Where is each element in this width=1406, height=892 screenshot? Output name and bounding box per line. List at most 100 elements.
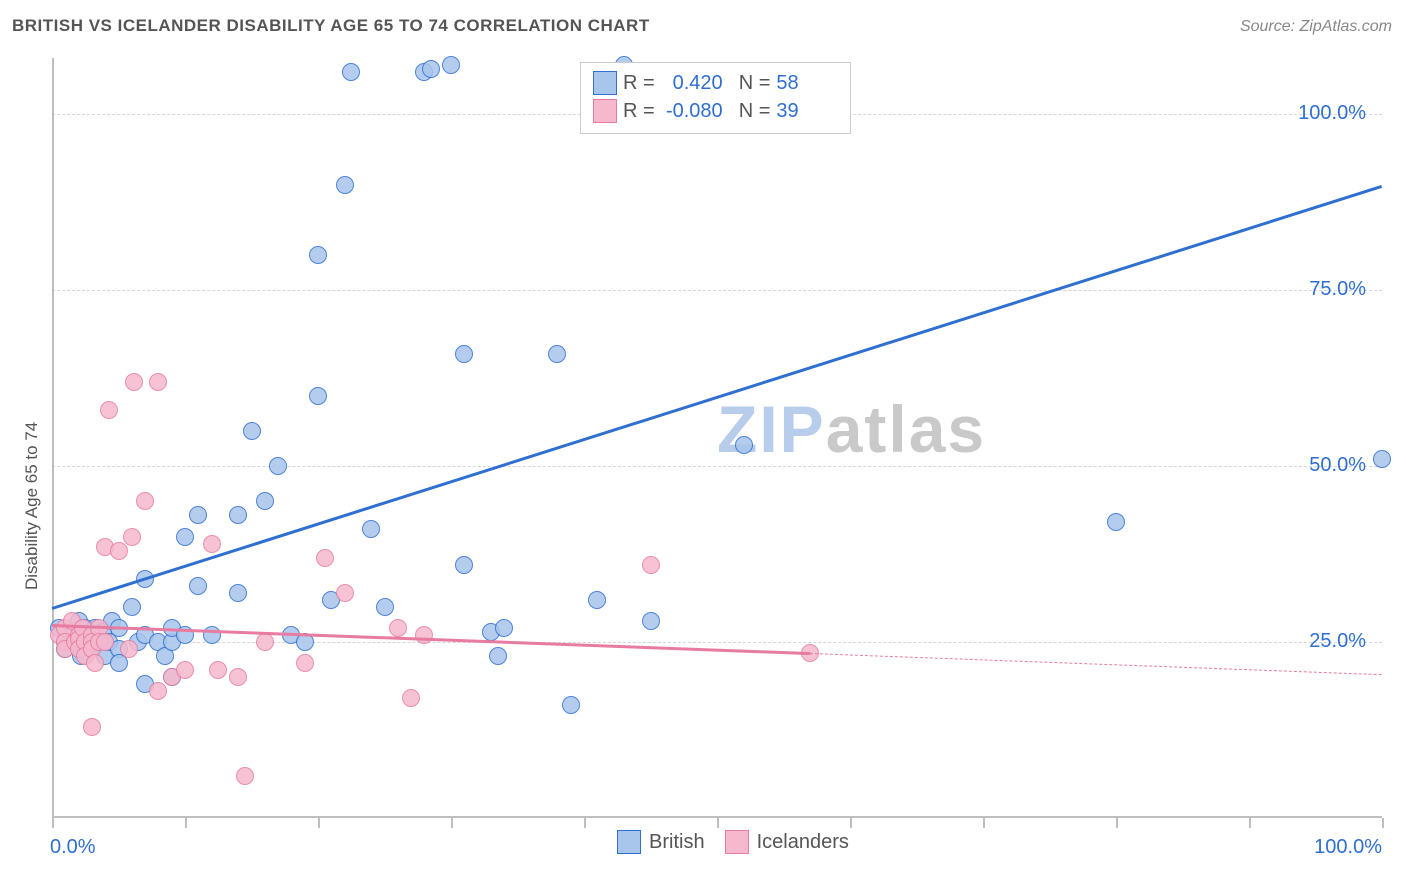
x-tick	[451, 818, 453, 828]
scatter-point	[562, 696, 580, 714]
scatter-point	[123, 598, 141, 616]
scatter-point	[336, 584, 354, 602]
scatter-plot: 25.0%50.0%75.0%100.0%0.0%100.0%ZIPatlasR…	[52, 58, 1382, 818]
series-legend-item: British	[617, 830, 705, 854]
scatter-point	[422, 60, 440, 78]
scatter-point	[1373, 450, 1391, 468]
title-bar: BRITISH VS ICELANDER DISABILITY AGE 65 T…	[12, 16, 1392, 36]
scatter-point	[642, 612, 660, 630]
scatter-point	[149, 682, 167, 700]
y-tick-label: 50.0%	[1309, 454, 1366, 477]
scatter-point	[342, 63, 360, 81]
trend-line	[810, 653, 1382, 675]
x-tick	[52, 818, 54, 828]
correlation-legend-row: R =0.420 N =58	[593, 69, 838, 97]
gridline	[52, 290, 1382, 291]
scatter-point	[362, 520, 380, 538]
trend-line	[52, 185, 1383, 610]
scatter-point	[136, 492, 154, 510]
scatter-point	[229, 506, 247, 524]
scatter-point	[236, 767, 254, 785]
scatter-point	[642, 556, 660, 574]
scatter-point	[1107, 513, 1125, 531]
x-tick	[185, 818, 187, 828]
scatter-point	[86, 654, 104, 672]
scatter-point	[149, 373, 167, 391]
correlation-legend: R =0.420 N =58 R =-0.080 N =39	[580, 62, 851, 134]
x-tick	[717, 818, 719, 828]
x-tick	[1249, 818, 1251, 828]
scatter-point	[336, 176, 354, 194]
scatter-point	[455, 556, 473, 574]
scatter-point	[189, 506, 207, 524]
scatter-point	[256, 492, 274, 510]
legend-swatch	[593, 71, 617, 95]
y-tick-label: 100.0%	[1298, 102, 1366, 125]
n-value: 58	[776, 69, 838, 97]
scatter-point	[189, 577, 207, 595]
n-value: 39	[776, 97, 838, 125]
scatter-point	[256, 633, 274, 651]
scatter-point	[229, 584, 247, 602]
scatter-point	[309, 387, 327, 405]
legend-swatch	[593, 99, 617, 123]
chart-title: BRITISH VS ICELANDER DISABILITY AGE 65 T…	[12, 16, 650, 36]
series-legend-label: British	[649, 831, 705, 854]
scatter-point	[495, 619, 513, 637]
scatter-point	[415, 626, 433, 644]
y-axis-label: Disability Age 65 to 74	[22, 422, 42, 590]
r-label: R =	[623, 97, 655, 125]
gridline	[52, 642, 1382, 643]
x-min-label: 0.0%	[50, 836, 96, 859]
series-legend-item: Icelanders	[725, 830, 849, 854]
scatter-point	[203, 535, 221, 553]
scatter-point	[120, 640, 138, 658]
scatter-point	[83, 718, 101, 736]
scatter-point	[442, 56, 460, 74]
source-attribution: Source: ZipAtlas.com	[1240, 18, 1392, 36]
watermark: ZIPatlas	[717, 391, 986, 467]
series-legend: British Icelanders	[617, 830, 849, 854]
gridline	[52, 466, 1382, 467]
scatter-point	[309, 246, 327, 264]
scatter-point	[455, 345, 473, 363]
x-tick	[584, 818, 586, 828]
y-tick-label: 25.0%	[1309, 630, 1366, 653]
legend-swatch	[725, 830, 749, 854]
scatter-point	[176, 661, 194, 679]
y-axis	[52, 58, 54, 818]
scatter-point	[123, 528, 141, 546]
x-tick	[318, 818, 320, 828]
scatter-point	[100, 401, 118, 419]
scatter-point	[389, 619, 407, 637]
x-tick	[850, 818, 852, 828]
x-max-label: 100.0%	[1314, 836, 1382, 859]
scatter-point	[176, 528, 194, 546]
scatter-point	[489, 647, 507, 665]
r-label: R =	[623, 69, 655, 97]
scatter-point	[548, 345, 566, 363]
scatter-point	[125, 373, 143, 391]
scatter-point	[209, 661, 227, 679]
scatter-point	[110, 542, 128, 560]
x-tick	[1116, 818, 1118, 828]
y-tick-label: 75.0%	[1309, 278, 1366, 301]
legend-swatch	[617, 830, 641, 854]
scatter-point	[588, 591, 606, 609]
scatter-point	[96, 633, 114, 651]
scatter-point	[243, 422, 261, 440]
x-tick	[983, 818, 985, 828]
r-value: 0.420	[661, 69, 723, 97]
correlation-legend-row: R =-0.080 N =39	[593, 97, 838, 125]
scatter-point	[316, 549, 334, 567]
r-value: -0.080	[661, 97, 723, 125]
scatter-point	[269, 457, 287, 475]
scatter-point	[735, 436, 753, 454]
x-tick	[1382, 818, 1384, 828]
scatter-point	[229, 668, 247, 686]
scatter-point	[296, 654, 314, 672]
scatter-point	[402, 689, 420, 707]
n-label: N =	[739, 69, 771, 97]
series-legend-label: Icelanders	[757, 831, 849, 854]
n-label: N =	[739, 97, 771, 125]
